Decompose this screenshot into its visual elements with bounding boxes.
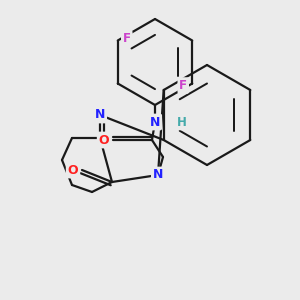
Text: N: N [150,116,160,128]
Text: F: F [179,79,187,92]
Text: O: O [99,134,109,146]
Text: H: H [177,116,187,128]
Text: N: N [95,109,105,122]
Text: O: O [68,164,78,176]
Text: F: F [123,32,131,45]
Text: N: N [153,169,163,182]
